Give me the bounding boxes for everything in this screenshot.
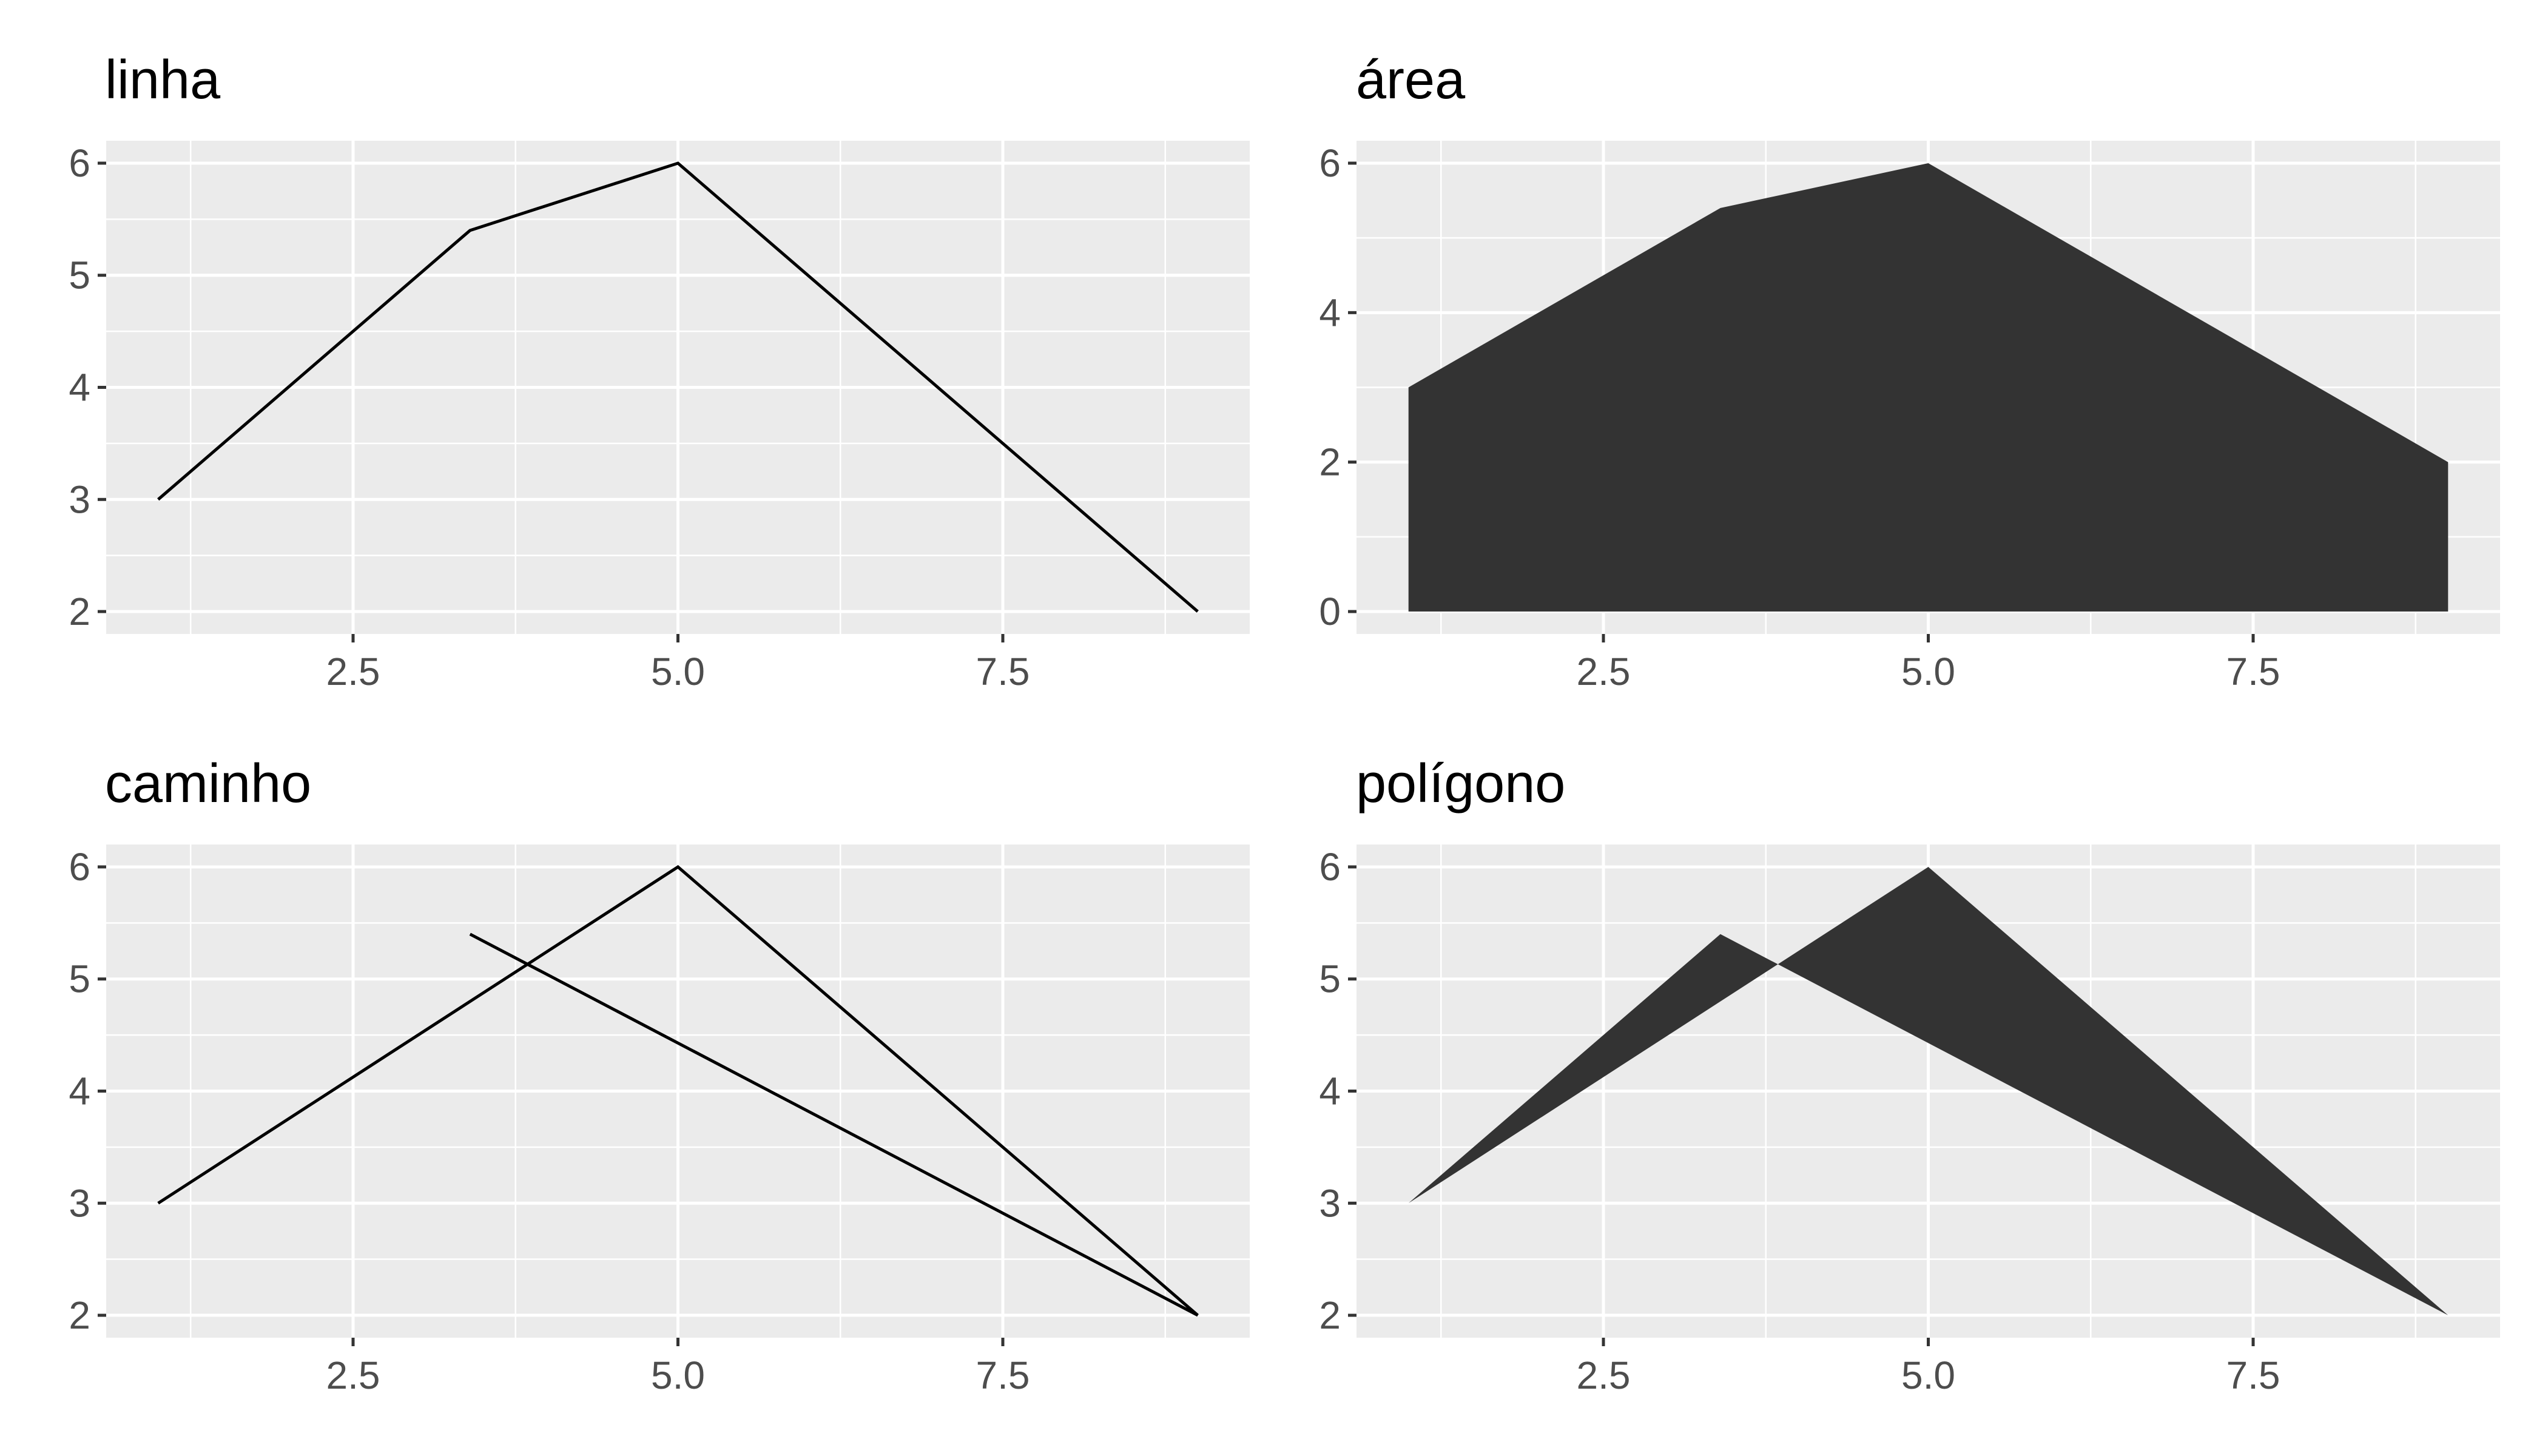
x-tick-label: 7.5: [2226, 1353, 2280, 1397]
y-tick-label: 3: [69, 1181, 90, 1225]
polygon-series: [1408, 867, 2449, 1315]
x-tick-label: 5.0: [651, 1353, 705, 1397]
y-tick-label: 5: [69, 957, 90, 1001]
line-series: [157, 864, 1199, 1317]
x-tick-label: 7.5: [2226, 650, 2280, 693]
panel-title: caminho: [105, 753, 311, 814]
y-tick-label: 2: [1319, 1293, 1341, 1337]
x-tick-label: 5.0: [1901, 650, 1955, 693]
y-tick-label: 2: [1319, 440, 1341, 484]
y-tick-label: 6: [69, 845, 90, 889]
y-tick-label: 4: [1319, 291, 1341, 334]
x-tick-label: 7.5: [976, 1353, 1030, 1397]
y-tick-label: 6: [1319, 845, 1341, 889]
y-tick-label: 4: [69, 366, 90, 410]
y-tick-label: 6: [1319, 141, 1341, 185]
y-tick-label: 2: [69, 590, 90, 633]
line-series: [157, 161, 1199, 613]
y-tick-label: 5: [1319, 957, 1341, 1001]
panel-title: polígono: [1356, 753, 1565, 814]
x-tick-label: 2.5: [326, 650, 380, 693]
y-tick-label: 3: [1319, 1181, 1341, 1225]
panel-area: área 0 2 4 6 2.5 5.0 7.5: [1319, 50, 2500, 693]
x-tick-label: 2.5: [326, 1353, 380, 1397]
x-tick-label: 5.0: [651, 650, 705, 693]
panel-poligono: polígono 2 3 4 5 6 2.5 5.0 7.5: [1319, 753, 2500, 1397]
y-tick-label: 0: [1319, 590, 1341, 633]
y-tick-label: 5: [69, 254, 90, 297]
area-series: [1408, 163, 2449, 612]
y-tick-label: 2: [69, 1293, 90, 1337]
y-tick-label: 4: [69, 1070, 90, 1113]
x-tick-label: 2.5: [1577, 1353, 1631, 1397]
y-tick-label: 3: [69, 477, 90, 521]
x-tick-label: 2.5: [1577, 650, 1631, 693]
y-tick-label: 4: [1319, 1070, 1341, 1113]
panel-title: área: [1356, 50, 1466, 110]
x-tick-label: 5.0: [1901, 1353, 1955, 1397]
x-tick-label: 7.5: [976, 650, 1030, 693]
y-tick-label: 6: [69, 141, 90, 185]
panel-title: linha: [105, 50, 221, 110]
panel-caminho: caminho 2 3 4 5 6 2.5 5.0 7.5: [69, 753, 1250, 1397]
panel-linha: linha 2 3 4 5 6 2.5 5.0 7.5: [69, 50, 1250, 693]
